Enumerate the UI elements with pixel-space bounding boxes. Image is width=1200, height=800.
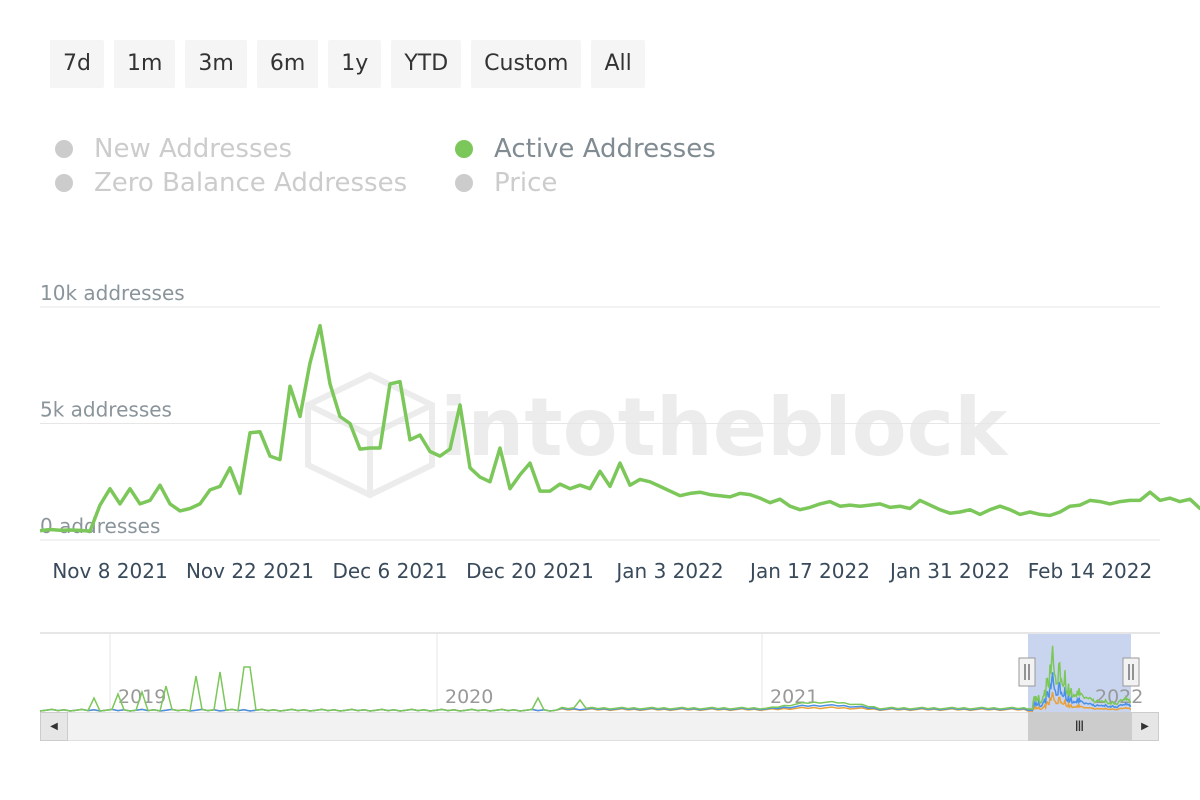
x-tick-label: Dec 20 2021: [466, 559, 594, 583]
navigator-left-handle[interactable]: [1018, 657, 1036, 687]
scroll-right-arrow-icon[interactable]: ▶: [1131, 712, 1159, 741]
watermark-text: intotheblock: [440, 381, 1009, 474]
legend-label: Active Addresses: [494, 134, 716, 164]
navigator-year-label: 2020: [445, 686, 493, 708]
legend-dot-icon: [55, 174, 73, 192]
navigator-grid: [109, 634, 1088, 712]
x-tick-label: Jan 31 2022: [888, 559, 1010, 583]
range-custom-button[interactable]: Custom: [471, 40, 582, 88]
scroll-left-arrow-icon[interactable]: ◀: [40, 712, 68, 741]
range-1m-button[interactable]: 1m: [113, 40, 176, 88]
y-tick-label: 0 addresses: [40, 514, 160, 538]
navigator-year-label: 2019: [118, 686, 166, 708]
legend-item-active-addresses[interactable]: Active Addresses: [455, 132, 716, 166]
navigator-x-labels: 2019 2020 2021 2022: [118, 686, 1143, 708]
navigator-series-new: [39, 672, 1132, 712]
legend-dot-icon: [455, 140, 473, 158]
legend-label: Zero Balance Addresses: [94, 168, 408, 198]
scrollbar-track[interactable]: [40, 712, 1159, 741]
cube-logo-icon: [305, 371, 435, 499]
x-tick-label: Jan 3 2022: [614, 559, 723, 583]
range-6m-button[interactable]: 6m: [256, 40, 319, 88]
navigator-right-handle[interactable]: [1122, 657, 1140, 687]
x-axis-labels: Nov 8 2021 Nov 22 2021 Dec 6 2021 Dec 20 20…: [52, 559, 1152, 583]
main-chart: intotheblock 0 addresses 5k addresses 10k …: [39, 281, 1200, 583]
range-selector: 7d 1m 3m 6m 1y YTD Custom All: [50, 40, 645, 88]
legend-label: Price: [494, 168, 558, 198]
x-tick-label: Nov 22 2021: [186, 559, 314, 583]
range-1y-button[interactable]: 1y: [328, 40, 382, 88]
legend-item-price[interactable]: Price: [455, 166, 557, 200]
y-axis-labels: 0 addresses 5k addresses 10k addresses: [40, 281, 185, 538]
range-7d-button[interactable]: 7d: [50, 40, 104, 88]
legend-dot-icon: [455, 174, 473, 192]
y-tick-label: 10k addresses: [40, 281, 185, 305]
x-tick-label: Nov 8 2021: [52, 559, 167, 583]
legend-label: New Addresses: [94, 134, 293, 164]
scrollbar-thumb[interactable]: Ⅲ: [1028, 712, 1131, 741]
navigator-series-active: [39, 645, 1132, 712]
x-tick-label: Dec 6 2021: [332, 559, 447, 583]
legend-item-zero-balance-addresses[interactable]: Zero Balance Addresses: [55, 166, 407, 200]
range-all-button[interactable]: All: [591, 40, 645, 88]
series-line-active-addresses: [39, 323, 1200, 533]
legend-dot-icon: [55, 140, 73, 158]
range-3m-button[interactable]: 3m: [185, 40, 247, 88]
watermark: intotheblock: [305, 371, 1009, 499]
y-grid: [40, 306, 1160, 541]
legend-item-new-addresses[interactable]: New Addresses: [55, 132, 292, 166]
x-tick-label: Jan 17 2022: [748, 559, 870, 583]
range-ytd-button[interactable]: YTD: [391, 40, 462, 88]
y-tick-label: 5k addresses: [40, 398, 172, 422]
x-tick-label: Feb 14 2022: [1028, 559, 1152, 583]
